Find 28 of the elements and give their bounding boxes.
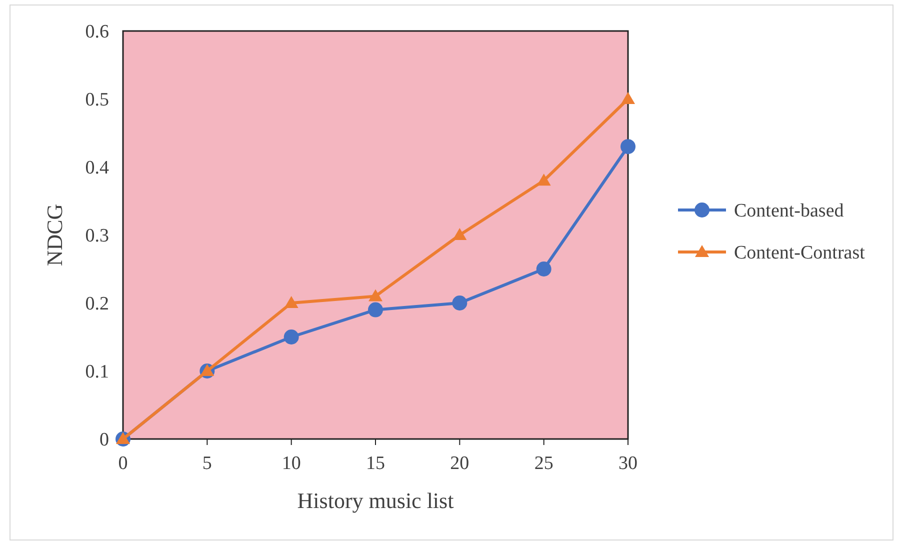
x-tick-label: 10 (282, 453, 301, 474)
legend-label: Content-Contrast (734, 242, 866, 264)
x-tick-label: 20 (450, 453, 470, 474)
y-tick-label: 0.1 (85, 362, 109, 383)
point (284, 330, 299, 344)
x-tick-label: 25 (534, 453, 554, 474)
y-axis-title: NDCG (42, 204, 67, 266)
legend-label: Content-based (734, 200, 844, 222)
point (452, 228, 467, 240)
x-axis-title: History music list (297, 488, 454, 513)
x-tick-label: 0 (118, 453, 128, 474)
y-tick-label: 0 (100, 430, 109, 451)
x-tick-label: 30 (618, 453, 638, 474)
point (536, 262, 552, 276)
y-tick-label: 0.5 (85, 90, 109, 111)
y-tick-label: 0.2 (85, 294, 109, 315)
point (284, 296, 298, 308)
y-tick-label: 0.3 (85, 226, 109, 247)
y-tick-label: 0.4 (85, 158, 110, 179)
x-tick-label: 15 (366, 453, 385, 474)
point (368, 289, 382, 302)
point (536, 174, 551, 186)
y-tick-label: 0.6 (85, 22, 109, 43)
point (368, 302, 383, 318)
point (620, 139, 636, 154)
point (452, 296, 468, 310)
point (621, 92, 635, 104)
x-tick-label: 5 (202, 453, 212, 474)
